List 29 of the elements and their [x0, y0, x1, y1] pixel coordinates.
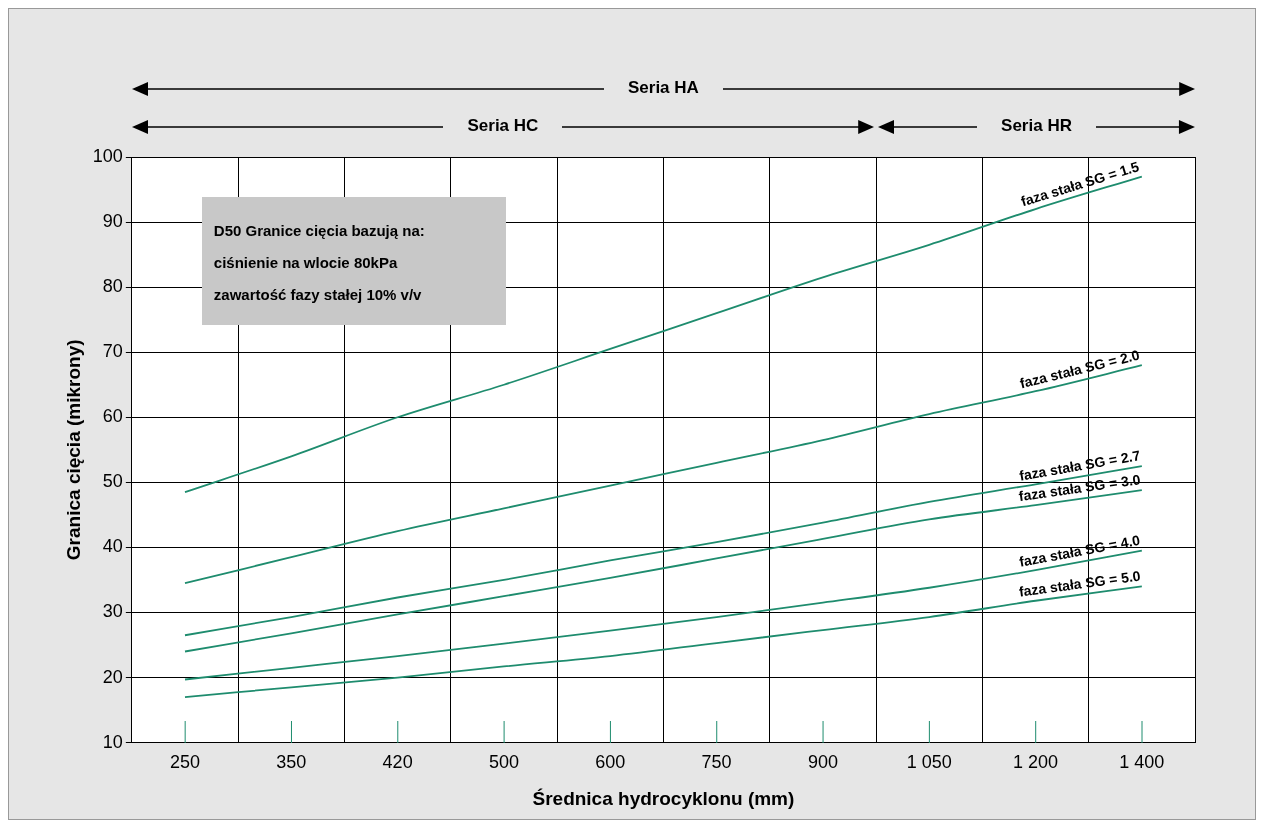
x-tick-label: 750	[701, 752, 732, 773]
text: Seria HC	[443, 116, 563, 135]
annotation: zawartość fazy stałej 10% v/v	[213, 285, 423, 305]
y-tick-label: 50	[102, 471, 123, 492]
y-axis-title: Granica cięcia (mikrony)	[62, 339, 84, 561]
y-tick-label: 70	[102, 341, 123, 362]
x-tick-label: 600	[595, 752, 626, 773]
annotation: ciśnienie na wlocie 80kPa	[213, 253, 399, 273]
x-tick-label: 350	[276, 752, 307, 773]
y-tick-label: 30	[102, 601, 123, 622]
text: Seria HA	[603, 78, 723, 97]
x-axis-title: Średnica hydrocyklonu (mm)	[532, 787, 795, 809]
y-tick-label: 100	[92, 145, 123, 166]
x-tick-label: 420	[382, 752, 413, 773]
x-tick-label: 1 200	[1013, 752, 1059, 773]
y-tick-label: 10	[102, 731, 123, 752]
text: Seria HR	[977, 116, 1096, 135]
x-tick-label: 1 050	[906, 752, 952, 773]
x-tick-label: 500	[488, 752, 519, 773]
y-tick-label: 80	[102, 276, 123, 297]
y-tick-label: 40	[102, 536, 123, 557]
annotation: D50 Granice cięcia bazują na:	[213, 221, 426, 241]
note-box: D50 Granice cięcia bazują na: ciśnienie na wlocie 80kPa zawartość fazy stałej 10% v/v	[201, 197, 506, 325]
y-tick-label: 90	[102, 211, 123, 232]
y-tick-label: 60	[102, 406, 123, 427]
x-tick-label: 1 400	[1119, 752, 1165, 773]
y-tick-label: 20	[102, 666, 123, 687]
x-tick-label: 250	[169, 752, 201, 773]
x-tick-label: 900	[807, 752, 838, 773]
